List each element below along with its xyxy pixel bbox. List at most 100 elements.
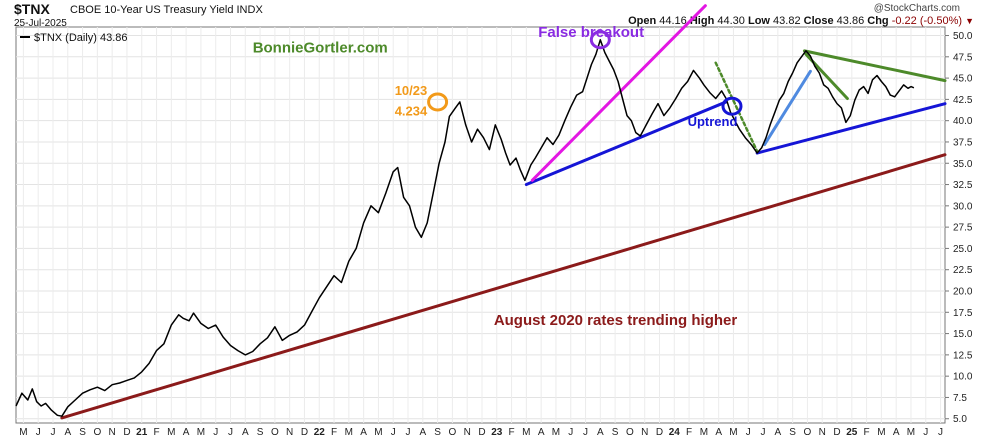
y-tick-label: 50.0 <box>953 31 973 42</box>
x-tick-label: 22 <box>314 427 326 438</box>
x-tick-label: S <box>434 427 441 438</box>
x-tick-label: J <box>391 427 396 438</box>
x-tick-label: A <box>597 427 604 438</box>
chg-label: Chg <box>867 15 889 27</box>
close-label: Close <box>803 15 834 27</box>
low-value: 43.82 <box>773 15 801 27</box>
circle-marker <box>721 96 743 116</box>
annotation-text: False breakout <box>538 24 644 41</box>
annotation-text: 10/23 <box>395 83 428 98</box>
x-tick-label: O <box>804 427 812 438</box>
y-tick-label: 42.5 <box>953 95 973 106</box>
x-tick-label: J <box>761 427 766 438</box>
x-tick-label: F <box>153 427 159 438</box>
trendline <box>524 100 728 187</box>
x-tick-label: A <box>64 427 71 438</box>
x-tick-label: J <box>746 427 751 438</box>
high-value: 44.30 <box>717 15 745 27</box>
price-stats: Open 44.16 High 44.30 Low 43.82 Close 43… <box>628 15 974 27</box>
y-tick-label: 22.5 <box>953 265 973 276</box>
axis-layer: 5.0 7.5 10.0 12.5 15.0 17.5 20.0 22.5 25.0 27.5 30… <box>19 31 973 438</box>
x-tick-label: D <box>478 427 485 438</box>
close-value: 43.86 <box>836 15 865 27</box>
series-layer <box>15 39 915 417</box>
x-tick-label: D <box>833 427 840 438</box>
x-tick-label: M <box>907 427 915 438</box>
circle-marker <box>589 30 611 50</box>
y-tick-label: 27.5 <box>953 223 973 234</box>
x-tick-label: F <box>509 427 515 438</box>
plot-frame <box>15 26 946 424</box>
open-label: Open <box>628 15 657 27</box>
x-tick-label: N <box>819 427 826 438</box>
legend-label: $TNX (Daily) 43.86 <box>34 32 128 44</box>
trendline <box>763 69 812 147</box>
y-tick-label: 35.0 <box>953 159 973 170</box>
x-tick-label: J <box>923 427 928 438</box>
x-tick-label: 25 <box>846 427 858 438</box>
brand-watermark: @StockCharts.com <box>873 3 960 14</box>
annotation-text: August 2020 rates trending higher <box>494 312 738 329</box>
annotation-text: 4.234 <box>395 104 428 119</box>
x-tick-label: D <box>656 427 663 438</box>
x-tick-label: S <box>257 427 264 438</box>
x-tick-label: A <box>419 427 426 438</box>
x-tick-label: J <box>50 427 55 438</box>
x-tick-label: S <box>789 427 796 438</box>
x-tick-label: M <box>877 427 885 438</box>
ticker-description: CBOE 10-Year US Treasury Yield INDX <box>70 4 263 16</box>
y-tick-label: 30.0 <box>953 201 973 212</box>
x-tick-label: J <box>568 427 573 438</box>
x-tick-label: 21 <box>136 427 148 438</box>
y-tick-label: 32.5 <box>953 180 973 191</box>
trendline-layer <box>60 4 947 420</box>
x-tick-label: A <box>242 427 249 438</box>
x-tick-label: J <box>36 427 41 438</box>
x-tick-label: M <box>19 427 27 438</box>
x-tick-label: S <box>612 427 619 438</box>
x-tick-label: F <box>331 427 337 438</box>
y-tick-label: 47.5 <box>953 52 973 63</box>
grid-layer <box>16 27 945 423</box>
annotation-layer: BonnieGortler.com False breakout 10/23 4.23… <box>253 24 738 329</box>
y-tick-label: 15.0 <box>953 329 973 340</box>
chart-date: 25-Jul-2025 <box>14 18 67 29</box>
y-tick-label: 5.0 <box>953 414 967 425</box>
y-tick-label: 17.5 <box>953 308 973 319</box>
trendline <box>755 102 947 155</box>
trendline <box>714 61 759 153</box>
x-tick-label: A <box>893 427 900 438</box>
x-tick-label: A <box>360 427 367 438</box>
x-tick-label: M <box>374 427 382 438</box>
annotation-text: Uptrend <box>688 114 738 129</box>
ticker-symbol: $TNX <box>14 1 50 17</box>
y-tick-label: 10.0 <box>953 372 973 383</box>
x-tick-label: J <box>583 427 588 438</box>
x-tick-label: F <box>864 427 870 438</box>
y-tick-label: 25.0 <box>953 244 973 255</box>
x-tick-label: 24 <box>669 427 681 438</box>
x-tick-label: M <box>345 427 353 438</box>
y-tick-label: 40.0 <box>953 116 973 127</box>
x-tick-label: N <box>286 427 293 438</box>
legend: $TNX (Daily) 43.86 <box>20 32 128 44</box>
x-tick-label: S <box>79 427 86 438</box>
trendline <box>802 49 947 83</box>
price-series-line <box>15 39 915 417</box>
circle-layer <box>427 30 743 116</box>
x-tick-label: D <box>301 427 308 438</box>
y-tick-label: 7.5 <box>953 393 967 404</box>
circle-marker <box>427 92 449 112</box>
y-tick-label: 12.5 <box>953 350 973 361</box>
x-tick-label: J <box>938 427 943 438</box>
x-tick-label: N <box>641 427 648 438</box>
x-tick-label: J <box>213 427 218 438</box>
y-tick-label: 20.0 <box>953 287 973 298</box>
y-tick-label: 45.0 <box>953 74 973 85</box>
x-tick-label: F <box>686 427 692 438</box>
x-tick-label: O <box>93 427 101 438</box>
x-tick-label: M <box>700 427 708 438</box>
x-tick-label: M <box>197 427 205 438</box>
x-tick-label: A <box>715 427 722 438</box>
